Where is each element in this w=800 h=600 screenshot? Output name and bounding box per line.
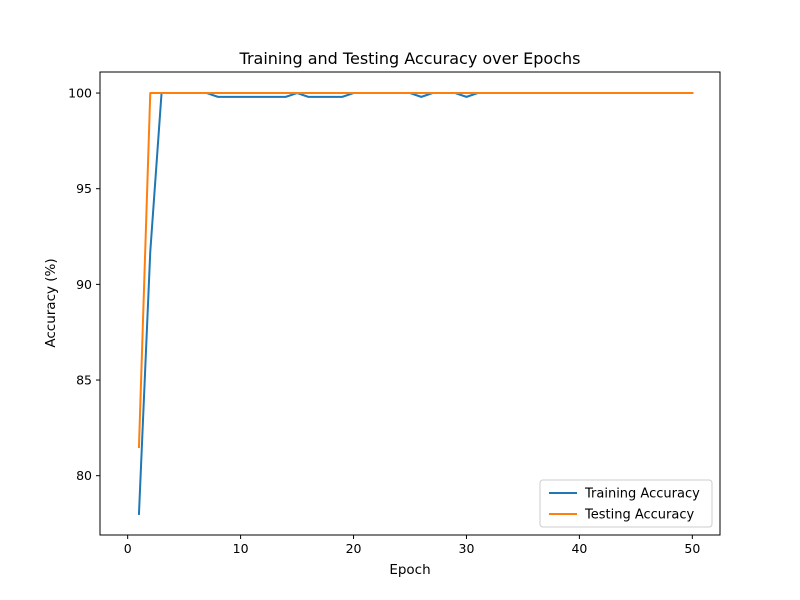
legend-label: Training Accuracy: [584, 487, 700, 502]
y-axis-label: Accuracy (%): [43, 258, 59, 347]
x-tick-label: 10: [233, 541, 249, 556]
x-tick-label: 0: [124, 541, 132, 556]
y-tick-label: 95: [76, 181, 92, 196]
y-tick-label: 80: [76, 468, 92, 483]
legend-box: [539, 479, 713, 528]
x-tick-label: 40: [571, 541, 587, 556]
plot-area: 0 10 20 30 40 50 80 85 90 95 100 Training Accuracy T…: [68, 71, 721, 556]
y-tick-label: 100: [68, 86, 92, 101]
y-tick-label: 90: [76, 277, 92, 292]
series-line-testing: [137, 92, 694, 449]
chart-title: Training and Testing Accuracy over Epoch…: [239, 49, 581, 68]
x-tick-label: 50: [684, 541, 700, 556]
x-tick-label: 30: [459, 541, 475, 556]
x-tick-label: 20: [346, 541, 362, 556]
x-axis-label: Epoch: [389, 562, 430, 578]
legend-label: Testing Accuracy: [584, 508, 694, 523]
axes-frame: [99, 71, 721, 536]
y-tick-label: 85: [76, 373, 92, 388]
